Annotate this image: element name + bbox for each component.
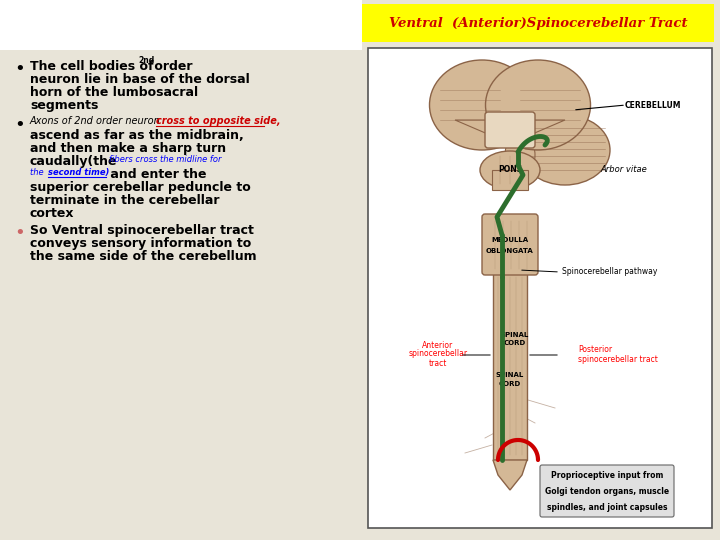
FancyBboxPatch shape [482,214,538,275]
Text: CORD: CORD [499,381,521,387]
Text: and then make a sharp turn: and then make a sharp turn [30,142,226,155]
Text: cortex: cortex [30,207,74,220]
Text: Anterior: Anterior [423,341,454,349]
Ellipse shape [480,151,540,189]
Text: segments: segments [30,99,99,112]
Text: the same side of the cerebellum: the same side of the cerebellum [30,250,256,263]
Text: the: the [30,168,46,177]
Polygon shape [455,120,565,135]
Text: spinocerebellar tract: spinocerebellar tract [578,355,658,364]
Bar [368,48,712,528]
Text: So Ventral spinocerebellar tract: So Ventral spinocerebellar tract [30,224,254,237]
Text: Posterior: Posterior [578,346,612,354]
Text: PONS: PONS [498,165,522,174]
Text: Axons of 2nd order neuron: Axons of 2nd order neuron [30,116,164,126]
Text: SPINAL: SPINAL [496,372,524,378]
Text: neuron lie in base of the dorsal: neuron lie in base of the dorsal [30,73,250,86]
Text: order: order [150,60,192,73]
Text: cross to opposite side,: cross to opposite side, [156,116,281,126]
Text: spinocerebellar: spinocerebellar [408,349,467,359]
Text: tract: tract [429,359,447,368]
Bar [492,170,528,190]
Text: CEREBELLUM: CEREBELLUM [625,100,682,110]
Text: caudally: caudally [30,155,89,168]
Text: Proprioceptive input from: Proprioceptive input from [551,470,663,480]
FancyBboxPatch shape [540,465,674,517]
Bar [0,0,362,50]
Text: Golgi tendon organs, muscle: Golgi tendon organs, muscle [545,487,669,496]
Bar [493,272,527,460]
Bar [362,4,714,42]
Text: MEDULLA: MEDULLA [492,237,528,243]
Text: Ventral  (Anterior)Spinocerebellar Tract: Ventral (Anterior)Spinocerebellar Tract [389,17,688,30]
FancyBboxPatch shape [485,112,535,148]
Polygon shape [493,460,527,490]
Text: conveys sensory information to: conveys sensory information to [30,237,251,250]
Text: OBLONGATA: OBLONGATA [486,248,534,254]
Text: fibers cross the midline for: fibers cross the midline for [109,155,222,164]
Text: terminate in the cerebellar: terminate in the cerebellar [30,194,220,207]
Text: •: • [14,60,24,78]
Text: and enter the: and enter the [106,168,207,181]
Text: •: • [14,116,24,134]
Text: superior cerebellar peduncle to: superior cerebellar peduncle to [30,181,251,194]
Text: •: • [14,224,24,242]
Text: spindles, and joint capsules: spindles, and joint capsules [546,503,667,511]
Ellipse shape [505,134,535,176]
Text: second time): second time) [48,168,109,177]
Ellipse shape [485,60,590,150]
Text: horn of the lumbosacral: horn of the lumbosacral [30,86,198,99]
Text: The cell bodies of: The cell bodies of [30,60,158,73]
Text: Arbor vitae: Arbor vitae [600,165,647,174]
Text: ascend as far as the midbrain,: ascend as far as the midbrain, [30,129,244,142]
Text: (the: (the [83,155,121,168]
Text: Spinocerebellar pathway: Spinocerebellar pathway [562,267,657,276]
Text: 2nd: 2nd [138,56,154,65]
Text: SPINAL: SPINAL [501,332,529,338]
Ellipse shape [520,115,610,185]
Text: CORD: CORD [504,340,526,346]
Ellipse shape [430,60,534,150]
